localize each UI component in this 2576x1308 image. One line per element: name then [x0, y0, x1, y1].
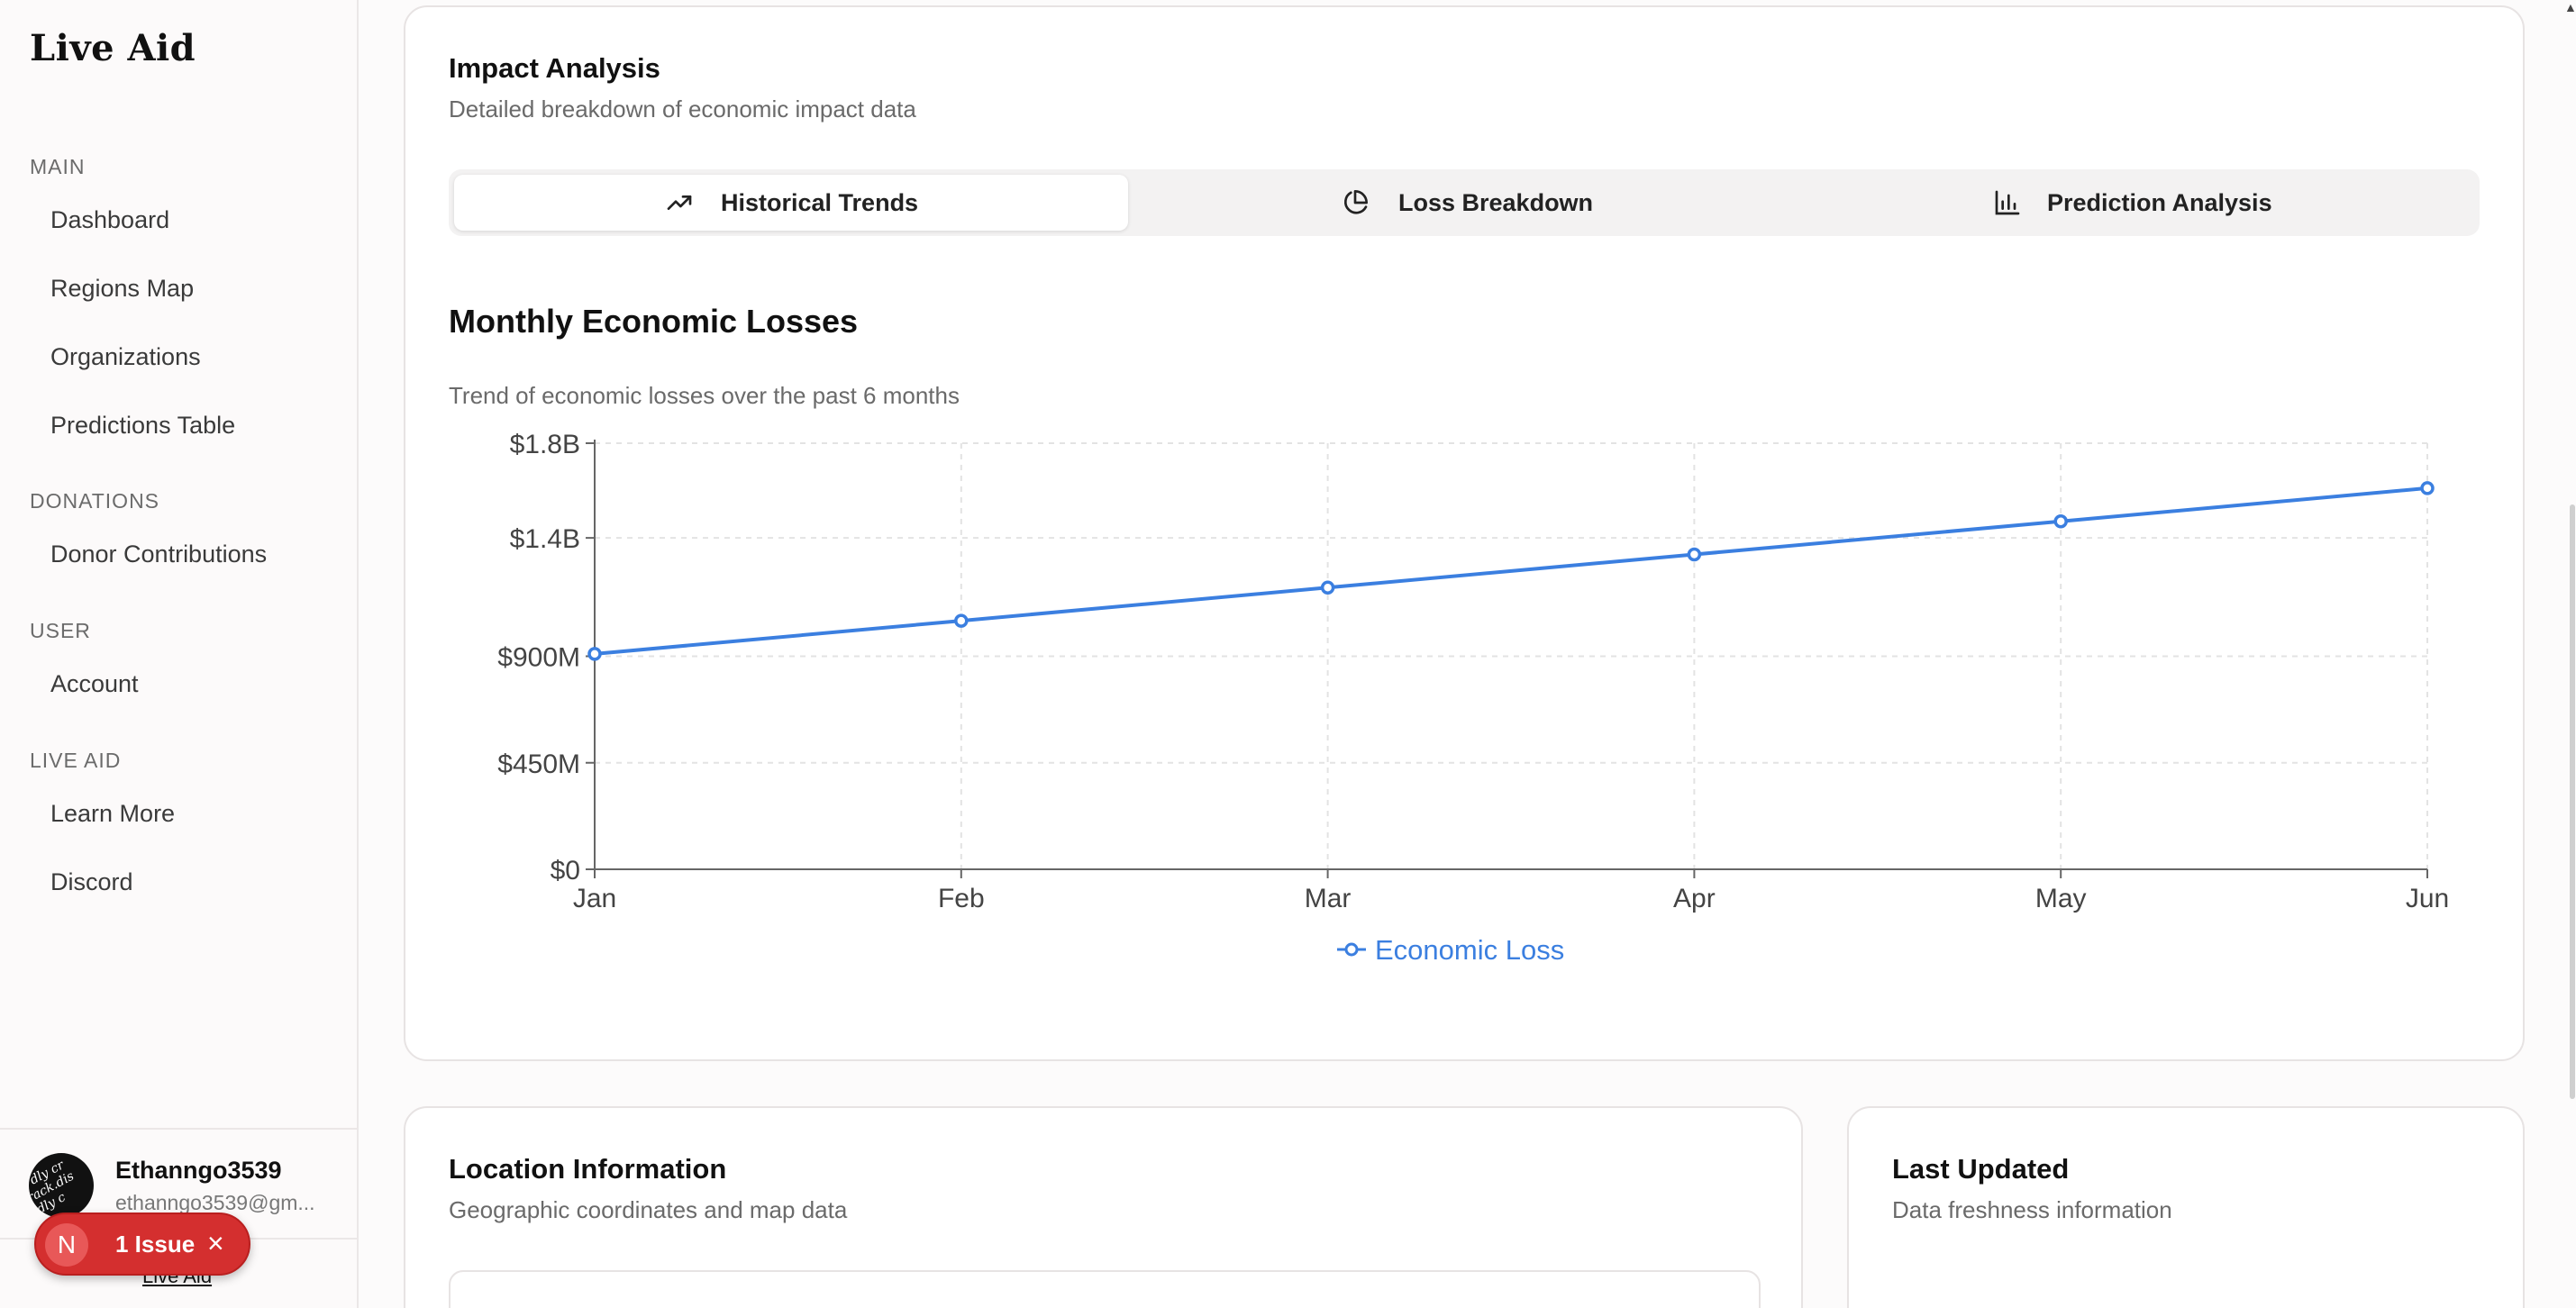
- user-name[interactable]: Ethanngo3539: [115, 1157, 282, 1184]
- impact-analysis-title: Impact Analysis: [449, 52, 660, 84]
- issue-count-label[interactable]: 1 Issue: [115, 1231, 196, 1258]
- x-tick-label: May: [2035, 884, 2087, 913]
- tab-label: Prediction Analysis: [2047, 189, 2272, 216]
- x-tick-label: Jan: [573, 884, 616, 913]
- y-tick-label: $900M: [497, 643, 580, 673]
- user-email: ethanngo3539@gm...: [115, 1191, 315, 1214]
- nav-section-main: MAIN: [30, 155, 86, 178]
- location-subtitle: Geographic coordinates and map data: [449, 1196, 848, 1223]
- y-tick-label: $0: [551, 856, 580, 886]
- sidebar: Live Aid MAIN Dashboard Regions Map Orga…: [0, 0, 359, 1308]
- sidebar-item-organizations[interactable]: Organizations: [50, 343, 201, 370]
- tab-prediction-analysis[interactable]: Prediction Analysis: [1802, 175, 2474, 231]
- trending-up-icon: [667, 195, 692, 210]
- sidebar-item-account[interactable]: Account: [50, 670, 139, 697]
- nav-section-user: USER: [30, 619, 91, 642]
- data-point: [1320, 580, 1335, 595]
- x-tick-label: Apr: [1673, 884, 1716, 913]
- scrollbar-thumb[interactable]: [2570, 504, 2575, 1099]
- sidebar-item-predictions-table[interactable]: Predictions Table: [50, 412, 236, 439]
- sidebar-item-learn-more[interactable]: Learn More: [50, 800, 176, 827]
- sidebar-item-discord[interactable]: Discord: [50, 868, 133, 895]
- last-updated-subtitle: Data freshness information: [1892, 1196, 2172, 1223]
- y-tick-label: $1.8B: [510, 430, 580, 459]
- x-tick-label: Jun: [2406, 884, 2449, 913]
- tab-label: Loss Breakdown: [1398, 189, 1594, 216]
- tab-historical-trends[interactable]: Historical Trends: [454, 175, 1128, 231]
- next-logo-icon: N: [45, 1223, 88, 1267]
- data-point: [587, 647, 602, 661]
- data-point: [954, 613, 969, 628]
- data-point: [2053, 513, 2068, 529]
- bar-chart-icon: [1995, 190, 2020, 215]
- scroll-up-icon[interactable]: ▲: [2564, 0, 2576, 14]
- data-point: [1687, 547, 1702, 562]
- nav-section-live-aid: LIVE AID: [30, 749, 122, 772]
- line-chart: $0 $450M $900M $1.4B $1.8B Jan Feb Mar Apr May Jun…: [497, 430, 2449, 966]
- series-line-economic-loss: [594, 486, 2428, 656]
- last-updated-title: Last Updated: [1892, 1153, 2070, 1185]
- location-title: Location Information: [449, 1153, 727, 1185]
- chart-subtitle: Trend of economic losses over the past 6…: [449, 382, 960, 409]
- y-tick-label: $1.4B: [510, 524, 580, 554]
- last-updated-card: Last Updated Data freshness information: [1847, 1106, 2525, 1308]
- legend-marker-point: [1344, 942, 1359, 957]
- brand-logo-text[interactable]: Live Aid: [30, 27, 196, 69]
- x-tick-label: Mar: [1305, 884, 1352, 913]
- legend-label: Economic Loss: [1375, 934, 1564, 966]
- sidebar-item-dashboard[interactable]: Dashboard: [50, 206, 170, 233]
- sidebar-item-donor-contributions[interactable]: Donor Contributions: [50, 540, 268, 568]
- tab-label: Historical Trends: [721, 189, 919, 216]
- impact-analysis-subtitle: Detailed breakdown of economic impact da…: [449, 95, 916, 123]
- sidebar-item-regions-map[interactable]: Regions Map: [50, 275, 195, 302]
- impact-analysis-card: Impact Analysis Detailed breakdown of ec…: [404, 5, 2525, 1061]
- sidebar-footer: [0, 1128, 359, 1308]
- close-icon[interactable]: ×: [207, 1227, 224, 1259]
- chart-title: Monthly Economic Losses: [449, 303, 859, 340]
- pie-chart-icon: [1344, 190, 1368, 214]
- nav-section-donations: DONATIONS: [30, 489, 160, 513]
- avatar[interactable]: dly cr rack.dis dly c: [29, 1153, 94, 1218]
- map-container[interactable]: [449, 1270, 1761, 1308]
- data-point: [2420, 481, 2435, 495]
- issue-badge-button[interactable]: N 1 Issue ×: [34, 1213, 250, 1276]
- tab-loss-breakdown[interactable]: Loss Breakdown: [1128, 175, 1802, 231]
- location-information-card: Location Information Geographic coordina…: [404, 1106, 1803, 1308]
- y-tick-label: $450M: [497, 749, 580, 779]
- x-tick-label: Feb: [938, 884, 985, 913]
- impact-tabs: Historical Trends Loss Breakdown Predict…: [449, 169, 2480, 236]
